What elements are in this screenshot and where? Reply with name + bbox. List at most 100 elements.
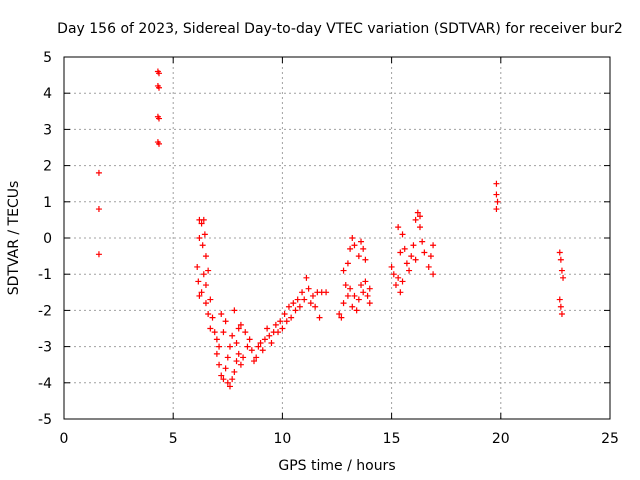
data-point — [494, 198, 501, 205]
data-point — [392, 282, 399, 289]
data-point — [196, 292, 203, 299]
data-point — [364, 292, 371, 299]
data-point — [242, 329, 249, 336]
data-point — [558, 311, 565, 318]
y-tick-label: 5 — [43, 50, 52, 66]
data-point — [340, 267, 347, 274]
data-point — [231, 368, 238, 375]
data-point — [211, 329, 218, 336]
data-point — [226, 343, 233, 350]
data-point — [201, 231, 208, 238]
data-point — [430, 242, 437, 249]
data-point — [340, 300, 347, 307]
data-point — [213, 350, 220, 357]
data-point — [275, 329, 282, 336]
data-point — [427, 253, 434, 260]
data-point — [349, 303, 356, 310]
data-point — [312, 303, 319, 310]
x-tick-label: 0 — [60, 431, 69, 447]
data-point — [556, 249, 563, 256]
data-point — [259, 347, 266, 354]
data-point — [344, 292, 351, 299]
data-point — [296, 303, 303, 310]
data-point — [240, 354, 247, 361]
data-point — [216, 343, 223, 350]
data-point — [205, 267, 212, 274]
data-point — [397, 289, 404, 296]
data-point — [285, 303, 292, 310]
data-point — [233, 358, 240, 365]
data-point — [307, 300, 314, 307]
data-point — [251, 358, 258, 365]
data-point — [403, 260, 410, 267]
data-point — [266, 332, 273, 339]
data-point — [229, 332, 236, 339]
data-point — [338, 314, 345, 321]
data-point — [202, 253, 209, 260]
data-point — [246, 336, 253, 343]
data-point — [347, 285, 354, 292]
data-point — [408, 253, 415, 260]
data-point — [218, 372, 225, 379]
y-tick-label: 1 — [43, 195, 52, 211]
y-tick-label: -5 — [38, 412, 52, 428]
axis-ticks: 0 5 10 15 20 25 -5 -4 -3 -2 -1 0 1 2 3 4 5 — [38, 50, 619, 447]
data-point — [95, 169, 102, 176]
y-tick-label: -4 — [38, 376, 52, 392]
data-point — [493, 206, 500, 213]
x-tick-label: 15 — [383, 431, 401, 447]
data-point — [419, 238, 426, 245]
data-point — [156, 140, 163, 147]
data-point — [156, 70, 163, 77]
data-point — [414, 209, 421, 216]
data-point — [309, 292, 316, 299]
x-tick-label: 5 — [169, 431, 178, 447]
data-point — [283, 318, 290, 325]
y-axis-label: SDTVAR / TECUs — [6, 181, 22, 296]
grid — [64, 57, 610, 419]
data-point — [216, 361, 223, 368]
data-point — [229, 376, 236, 383]
data-point — [268, 339, 275, 346]
data-point — [425, 263, 432, 270]
data-point — [397, 249, 404, 256]
data-point — [199, 242, 206, 249]
data-point — [355, 296, 362, 303]
data-point — [261, 336, 268, 343]
data-point — [207, 296, 214, 303]
data-point — [255, 343, 262, 350]
data-point — [237, 361, 244, 368]
x-tick-label: 20 — [492, 431, 510, 447]
y-tick-label: -3 — [38, 340, 52, 356]
data-point — [401, 245, 408, 252]
y-tick-label: 3 — [43, 122, 52, 138]
data-point — [360, 289, 367, 296]
plot-frame — [63, 56, 611, 420]
data-point — [323, 289, 330, 296]
data-point — [412, 256, 419, 263]
data-point — [316, 314, 323, 321]
data-point — [257, 339, 264, 346]
data-point — [253, 354, 260, 361]
data-point — [305, 285, 312, 292]
data-point — [218, 311, 225, 318]
data-point — [557, 303, 564, 310]
data-point — [390, 271, 397, 278]
data-point — [395, 224, 402, 231]
data-point — [226, 383, 233, 390]
data-point — [388, 263, 395, 270]
data-point — [222, 365, 229, 372]
data-point — [336, 311, 343, 318]
data-point — [202, 300, 209, 307]
data-point — [430, 271, 437, 278]
x-tick-label: 10 — [273, 431, 291, 447]
x-axis-label: GPS time / hours — [278, 458, 395, 474]
data-point — [399, 278, 406, 285]
data-point — [355, 253, 362, 260]
data-point — [213, 336, 220, 343]
data-point — [349, 235, 356, 241]
data-point — [360, 245, 367, 252]
data-point — [231, 307, 238, 314]
data-point — [395, 274, 402, 281]
data-point — [200, 216, 207, 223]
